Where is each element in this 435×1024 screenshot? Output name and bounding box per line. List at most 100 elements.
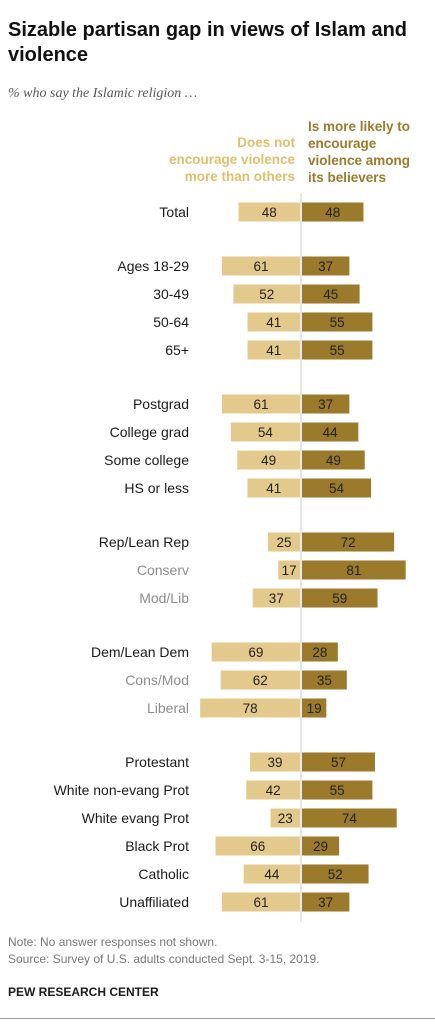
bar-more-likely	[302, 808, 397, 828]
bar-does-not-encourage	[247, 340, 300, 360]
value-label-left: 61	[253, 259, 268, 274]
bar-more-likely	[302, 532, 395, 552]
row-label: Some college	[104, 452, 189, 468]
legend-left-line: more than others	[185, 169, 295, 184]
value-label-right: 55	[330, 783, 345, 798]
row-label: Total	[159, 204, 189, 220]
row-label: Postgrad	[133, 396, 189, 412]
value-label-right: 19	[307, 701, 322, 716]
bar-more-likely	[302, 202, 364, 222]
bar-more-likely	[302, 560, 406, 580]
row-label: Rep/Lean Rep	[99, 534, 190, 550]
bar-does-not-encourage	[200, 698, 300, 718]
value-label-left: 37	[269, 591, 284, 606]
bar-more-likely	[302, 752, 375, 772]
bar-does-not-encourage	[211, 642, 300, 662]
chart-title: Sizable partisan gap in views of Islam a…	[8, 19, 408, 66]
row-label: College grad	[110, 424, 189, 440]
legend-right-line: violence among	[308, 153, 410, 168]
bar-does-not-encourage	[247, 478, 300, 498]
value-label-left: 62	[253, 673, 268, 688]
brand-label: PEW RESEARCH CENTER	[8, 985, 159, 999]
row-label: Ages 18-29	[117, 258, 189, 274]
chart-subtitle: % who say the Islamic religion …	[8, 86, 198, 101]
bar-does-not-encourage	[278, 560, 300, 580]
source-text: Source: Survey of U.S. adults conducted …	[8, 952, 320, 966]
value-label-right: 57	[331, 755, 346, 770]
value-label-left: 39	[268, 755, 283, 770]
bar-more-likely	[302, 642, 338, 662]
row-label: Dem/Lean Dem	[91, 644, 189, 660]
value-label-right: 45	[323, 287, 338, 302]
bar-more-likely	[302, 780, 373, 800]
bar-does-not-encourage	[221, 892, 300, 912]
row-label: Protestant	[125, 754, 189, 770]
value-label-left: 69	[248, 645, 263, 660]
bar-more-likely	[302, 670, 347, 690]
value-label-right: 37	[318, 397, 333, 412]
legend-left-line: encourage violence	[169, 152, 296, 167]
diverging-bar-chart: Does not encourage violence more than othe…	[54, 119, 410, 922]
value-label-right: 59	[332, 591, 347, 606]
value-label-left: 23	[278, 811, 293, 826]
row-label: Cons/Mod	[125, 672, 189, 688]
value-label-right: 54	[329, 481, 345, 496]
row-label: Conserv	[137, 562, 189, 578]
bar-does-not-encourage	[268, 532, 300, 552]
value-label-right: 55	[330, 315, 345, 330]
value-label-right: 49	[326, 453, 341, 468]
value-label-left: 41	[266, 343, 281, 358]
bar-more-likely	[302, 394, 350, 414]
bar-more-likely	[302, 284, 360, 304]
bar-does-not-encourage	[230, 422, 300, 442]
row-label: White evang Prot	[82, 810, 189, 826]
value-label-left: 78	[243, 701, 258, 716]
value-label-right: 55	[330, 343, 345, 358]
row-label: Catholic	[138, 866, 189, 882]
bar-more-likely	[302, 864, 369, 884]
note-text: Note: No answer responses not shown.	[8, 935, 218, 949]
value-label-left: 61	[253, 895, 268, 910]
value-label-right: 52	[328, 867, 343, 882]
bar-more-likely	[302, 422, 359, 442]
bar-more-likely	[302, 256, 350, 276]
row-label: 30-49	[153, 286, 189, 302]
bar-does-not-encourage	[238, 202, 300, 222]
value-label-right: 44	[323, 425, 339, 440]
legend-right-line: its believers	[308, 170, 386, 185]
value-label-right: 29	[313, 839, 328, 854]
bar-more-likely	[302, 450, 365, 470]
value-label-left: 41	[266, 315, 281, 330]
bar-more-likely	[302, 698, 327, 718]
value-label-left: 42	[266, 783, 281, 798]
bar-does-not-encourage	[233, 284, 300, 304]
legend-right-line: Is more likely to	[308, 119, 410, 134]
value-label-right: 37	[318, 259, 333, 274]
bar-more-likely	[302, 478, 372, 498]
value-label-right: 35	[317, 673, 332, 688]
bar-more-likely	[302, 892, 350, 912]
row-label: 50-64	[153, 314, 189, 330]
bar-does-not-encourage	[221, 256, 300, 276]
value-label-left: 25	[276, 535, 291, 550]
row-label: HS or less	[124, 480, 189, 496]
footnotes: Note: No answer responses not shown. Sou…	[8, 934, 320, 968]
value-label-right: 72	[341, 535, 356, 550]
row-label: Black Prot	[125, 838, 189, 854]
legend-right-line: encourage	[308, 136, 377, 151]
value-label-right: 37	[318, 895, 333, 910]
bar-more-likely	[302, 836, 340, 856]
bar-does-not-encourage	[220, 670, 300, 690]
value-label-left: 61	[253, 397, 268, 412]
bottom-rule	[0, 1018, 435, 1019]
bar-does-not-encourage	[252, 588, 300, 608]
bar-more-likely	[302, 588, 378, 608]
value-label-left: 54	[258, 425, 274, 440]
bar-does-not-encourage	[247, 312, 300, 332]
bar-does-not-encourage	[270, 808, 300, 828]
value-label-right: 81	[346, 563, 361, 578]
value-label-left: 48	[262, 205, 277, 220]
bar-does-not-encourage	[243, 864, 300, 884]
value-label-left: 17	[282, 563, 297, 578]
value-label-left: 66	[250, 839, 265, 854]
